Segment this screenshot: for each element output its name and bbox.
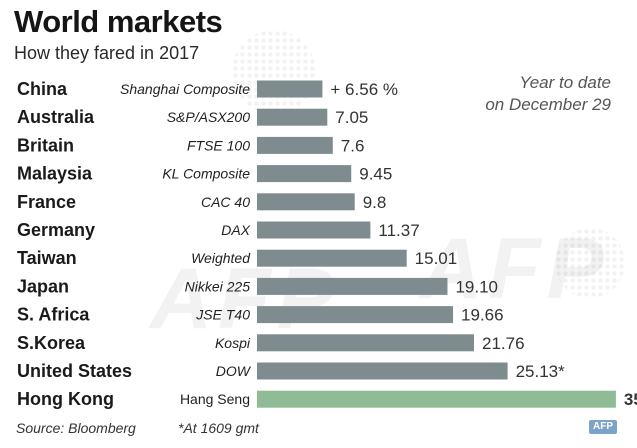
index-label: Hang Seng bbox=[180, 391, 250, 407]
bar bbox=[257, 108, 328, 126]
bar bbox=[257, 390, 616, 408]
index-label: FTSE 100 bbox=[187, 137, 250, 153]
index-label: CAC 40 bbox=[201, 194, 250, 210]
date-note: Year to date on December 29 bbox=[485, 72, 611, 116]
index-label: KL Composite bbox=[162, 166, 250, 182]
bar bbox=[257, 362, 508, 380]
index-label: DAX bbox=[221, 222, 250, 238]
chart-title: World markets bbox=[14, 4, 223, 39]
bar bbox=[257, 80, 323, 98]
value-label: 7.05 bbox=[335, 108, 368, 127]
value-label: + 6.56 % bbox=[330, 80, 398, 99]
bar bbox=[257, 306, 454, 324]
value-label: 25.13* bbox=[516, 362, 566, 381]
country-label: S. Africa bbox=[17, 305, 90, 325]
afp-logo: AFP bbox=[589, 420, 617, 434]
value-label: 11.37 bbox=[378, 221, 419, 240]
country-label: China bbox=[17, 79, 68, 99]
country-label: Britain bbox=[17, 135, 74, 155]
bar bbox=[257, 221, 371, 239]
index-label: S&P/ASX200 bbox=[167, 109, 250, 125]
value-label: 9.8 bbox=[363, 193, 387, 212]
index-label: Nikkei 225 bbox=[185, 278, 251, 294]
footnote: *At 1609 gmt bbox=[178, 420, 259, 436]
date-note-line1: Year to date bbox=[519, 73, 611, 92]
index-label: Weighted bbox=[191, 250, 251, 266]
country-label: Japan bbox=[17, 276, 69, 296]
bar bbox=[257, 334, 474, 352]
date-note-line2: on December 29 bbox=[485, 95, 611, 114]
bar bbox=[257, 136, 333, 154]
value-label: 35.99 bbox=[624, 390, 637, 409]
chart-subtitle: How they fared in 2017 bbox=[14, 43, 200, 63]
country-label: Hong Kong bbox=[17, 389, 114, 409]
country-label: Australia bbox=[17, 107, 95, 127]
country-label: Malaysia bbox=[17, 164, 93, 184]
country-label: France bbox=[17, 192, 76, 212]
bar bbox=[257, 193, 355, 211]
value-label: 9.45 bbox=[359, 165, 392, 184]
index-label: Shanghai Composite bbox=[120, 81, 250, 97]
value-label: 21.76 bbox=[482, 334, 525, 353]
index-label: DOW bbox=[216, 363, 252, 379]
value-label: 7.6 bbox=[341, 136, 365, 155]
country-label: United States bbox=[17, 361, 132, 381]
country-label: Taiwan bbox=[17, 248, 77, 268]
country-label: S.Korea bbox=[17, 333, 86, 353]
value-label: 15.01 bbox=[415, 249, 458, 268]
value-label: 19.66 bbox=[461, 306, 504, 325]
source-note: Source: Bloomberg bbox=[16, 420, 136, 436]
index-label: Kospi bbox=[215, 335, 251, 351]
index-label: JSE T40 bbox=[195, 307, 250, 323]
bar bbox=[257, 277, 448, 295]
bar bbox=[257, 165, 352, 183]
value-label: 19.10 bbox=[455, 277, 498, 296]
country-label: Germany bbox=[17, 220, 95, 240]
bar bbox=[257, 249, 407, 267]
